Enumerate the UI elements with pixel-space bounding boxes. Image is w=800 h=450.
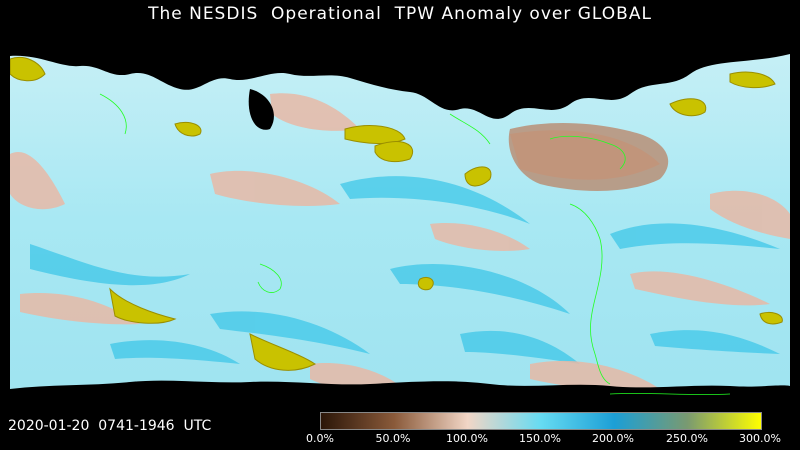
colorbar-tick: 150.0% <box>519 432 561 445</box>
observation-timestamp: 2020-01-20 0741-1946 UTC <box>8 418 212 434</box>
high-anomaly-blobs <box>10 57 783 371</box>
coastlines <box>99 93 731 395</box>
dry-continent-region <box>508 122 669 191</box>
colorbar-tick: 0.0% <box>306 432 334 445</box>
colorbar-tick: 100.0% <box>446 432 488 445</box>
land-mask-top <box>10 34 790 130</box>
colorbar-ticks: 0.0% 50.0% 100.0% 150.0% 200.0% 250.0% 3… <box>0 432 800 448</box>
colorbar-tick: 300.0% <box>739 432 781 445</box>
colorbar-tick: 200.0% <box>592 432 634 445</box>
map-title: The NESDIS Operational TPW Anomaly over … <box>148 4 652 24</box>
colorbar-tick: 250.0% <box>666 432 708 445</box>
moist-bands <box>30 176 780 364</box>
colorbar-tick: 50.0% <box>375 432 411 445</box>
land-mask-bottom <box>10 380 790 404</box>
tpw-anomaly-map <box>10 34 790 404</box>
colorbar <box>320 412 762 430</box>
